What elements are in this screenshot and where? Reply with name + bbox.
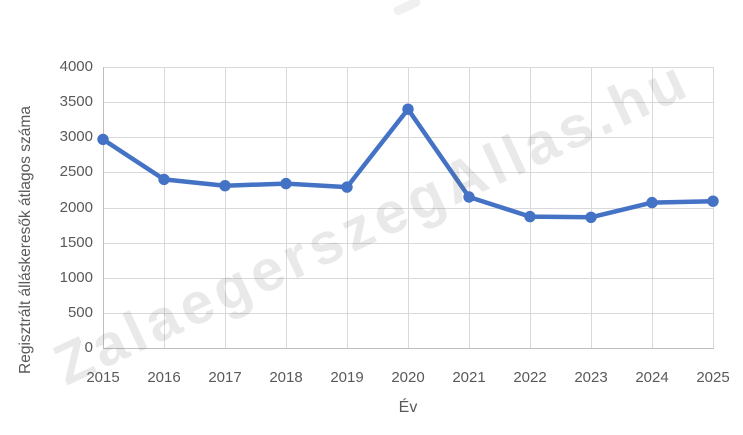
data-point-2017: [219, 180, 231, 192]
x-tick-label: 2020: [391, 369, 425, 386]
data-point-2019: [341, 181, 353, 193]
y-tick-label: 0: [84, 339, 93, 356]
x-tick-label: 2023: [574, 369, 608, 386]
y-tick-label: 4000: [59, 58, 93, 75]
x-tick-label: 2015: [86, 369, 120, 386]
y-tick-label: 500: [67, 303, 93, 321]
x-tick-label: 2025: [696, 369, 730, 386]
data-point-2016: [158, 173, 170, 186]
x-tick-label: 2018: [269, 369, 303, 386]
data-point-2021: [463, 191, 475, 203]
x-axis-title: Év: [398, 399, 418, 416]
data-point-2018: [280, 177, 292, 190]
x-tick-label: 2022: [513, 369, 547, 386]
y-tick-label: 3500: [59, 93, 93, 111]
y-tick-label: 1000: [59, 268, 93, 286]
x-tick-label: 2021: [452, 369, 486, 386]
x-tick-label: 2016: [147, 369, 181, 386]
x-tick-label: 2017: [208, 369, 242, 386]
y-axis-title: Regisztrált álláskeresők átlagos száma: [17, 106, 34, 374]
y-tick-label: 2000: [59, 198, 93, 216]
x-tick-label: 2024: [635, 369, 669, 386]
y-tick-label: 1500: [59, 233, 93, 251]
data-point-2015: [97, 133, 109, 146]
data-point-2023: [585, 211, 597, 223]
data-point-2022: [524, 210, 536, 223]
x-tick-label: 2019: [330, 369, 364, 386]
y-tick-label: 2500: [59, 163, 93, 181]
data-point-2024: [646, 196, 658, 209]
data-point-2020: [402, 103, 414, 115]
y-tick-label: 3000: [59, 128, 93, 146]
data-point-2025: [707, 195, 719, 207]
